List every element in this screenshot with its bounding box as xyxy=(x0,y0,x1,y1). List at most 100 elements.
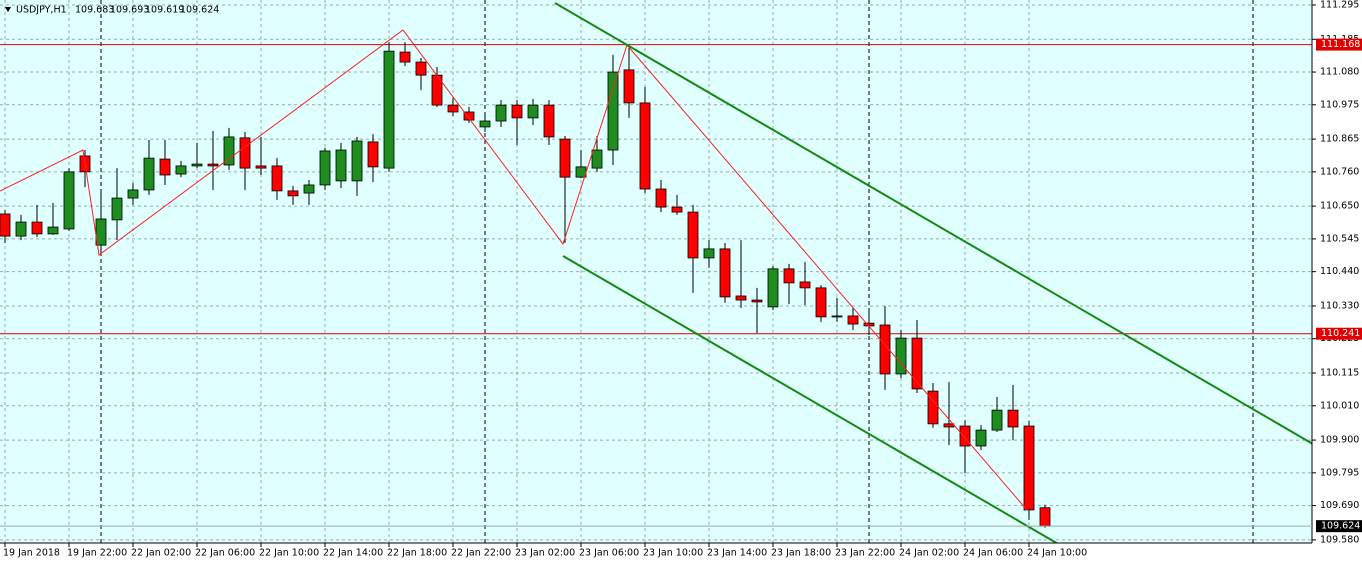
x-tick-label: 24 Jan 02:00 xyxy=(899,548,959,559)
y-tick-label: 110.440 xyxy=(1320,266,1359,277)
ohlc-low: 109.619 xyxy=(145,5,184,16)
candle-body xyxy=(383,50,395,169)
candle-body xyxy=(319,150,331,186)
x-tick-label: 23 Jan 02:00 xyxy=(515,548,575,559)
candle-body xyxy=(303,184,315,194)
candle-body xyxy=(735,295,747,301)
candle-body xyxy=(703,248,715,259)
last-price-label: 109.624 xyxy=(1321,521,1360,532)
candle-body xyxy=(143,157,155,191)
channel-lower xyxy=(562,255,1061,546)
candle-body xyxy=(975,429,987,447)
x-tick-label: 23 Jan 10:00 xyxy=(643,548,703,559)
candles xyxy=(0,42,1051,528)
y-tick-label: 111.295 xyxy=(1320,0,1359,10)
x-tick-label: 22 Jan 14:00 xyxy=(323,548,383,559)
candle-body xyxy=(463,111,475,121)
time-axis-bg xyxy=(0,543,1362,565)
y-tick-label: 109.580 xyxy=(1320,534,1359,545)
price-axis-bg xyxy=(1312,0,1362,565)
ohlc-open: 109.683 xyxy=(75,5,114,16)
candle-body xyxy=(31,221,43,235)
candle-body xyxy=(879,324,891,375)
candle-body xyxy=(559,138,571,178)
candle-body xyxy=(0,213,11,237)
candle-body xyxy=(895,337,907,375)
ohlc-high: 109.693 xyxy=(110,5,149,16)
y-tick-label: 110.330 xyxy=(1320,300,1359,311)
y-tick-label: 109.690 xyxy=(1320,500,1359,511)
candle-body xyxy=(239,137,251,169)
y-tick-label: 110.115 xyxy=(1320,368,1359,379)
candle-body xyxy=(271,165,283,192)
menu-triangle xyxy=(5,7,11,12)
candle-body xyxy=(655,188,667,208)
x-tick-label: 19 Jan 22:00 xyxy=(67,548,127,559)
candle-body xyxy=(607,71,619,151)
candle-body xyxy=(671,206,683,213)
candle-body xyxy=(367,141,379,168)
x-tick-label: 23 Jan 14:00 xyxy=(707,548,767,559)
candle-body xyxy=(943,423,955,428)
candle-body xyxy=(191,163,203,167)
candle-body xyxy=(927,390,939,425)
x-tick-label: 22 Jan 02:00 xyxy=(131,548,191,559)
last-price-box xyxy=(1316,520,1362,533)
x-tick-label: 24 Jan 06:00 xyxy=(963,548,1023,559)
candle-body xyxy=(911,337,923,390)
candle-body xyxy=(863,322,875,327)
candle-body xyxy=(623,69,635,104)
candle-body xyxy=(351,140,363,182)
candle-body xyxy=(543,104,555,138)
y-tick-label: 110.975 xyxy=(1320,99,1359,110)
price-label: 110.241 xyxy=(1321,328,1360,339)
candle-body xyxy=(1007,409,1019,428)
candle-body xyxy=(479,120,491,128)
y-tick-label: 111.080 xyxy=(1320,67,1359,78)
candle-body xyxy=(815,287,827,318)
candle-body xyxy=(767,268,779,308)
y-tick-label: 109.900 xyxy=(1320,435,1359,446)
price-label: 111.168 xyxy=(1321,39,1360,50)
symbol: USDJPY,H1 xyxy=(16,5,67,16)
candle-body xyxy=(415,61,427,76)
candle-body xyxy=(751,299,763,303)
candle-body xyxy=(831,315,843,318)
header: USDJPY,H1 109.683 109.693 109.619 109.62… xyxy=(5,5,219,16)
y-tick-label: 109.795 xyxy=(1320,467,1359,478)
indicators xyxy=(0,2,1319,546)
x-tick-label: 23 Jan 06:00 xyxy=(579,548,639,559)
candle-body xyxy=(1023,425,1035,511)
candle-body xyxy=(111,197,123,221)
candle-body xyxy=(847,315,859,325)
candle-body xyxy=(527,104,539,119)
candle-body xyxy=(495,104,507,122)
candle-body xyxy=(63,171,75,230)
candle-body xyxy=(207,163,219,167)
y-tick-label: 110.010 xyxy=(1320,400,1359,411)
candle-body xyxy=(15,221,27,237)
price-label-box xyxy=(1316,327,1362,340)
y-tick-label: 110.865 xyxy=(1320,134,1359,145)
x-tick-label: 23 Jan 22:00 xyxy=(835,548,895,559)
candle-body xyxy=(255,165,267,169)
channel-upper xyxy=(554,2,1319,448)
x-tick-label: 23 Jan 18:00 xyxy=(771,548,831,559)
price-label-box xyxy=(1316,38,1362,51)
candle-body xyxy=(127,189,139,199)
candle-body xyxy=(783,268,795,284)
x-tick-label: 22 Jan 22:00 xyxy=(451,548,511,559)
candle-body xyxy=(511,104,523,119)
x-tick-label: 19 Jan 2018 xyxy=(3,548,60,559)
candle-body xyxy=(47,226,59,235)
candle-body xyxy=(959,425,971,447)
horizontal-lines xyxy=(0,44,1312,335)
candle-body xyxy=(799,281,811,289)
x-tick-label: 24 Jan 10:00 xyxy=(1027,548,1087,559)
x-tick-label: 22 Jan 18:00 xyxy=(387,548,447,559)
x-tick-label: 22 Jan 10:00 xyxy=(259,548,319,559)
candle-body xyxy=(223,136,235,166)
candle-body xyxy=(687,211,699,259)
